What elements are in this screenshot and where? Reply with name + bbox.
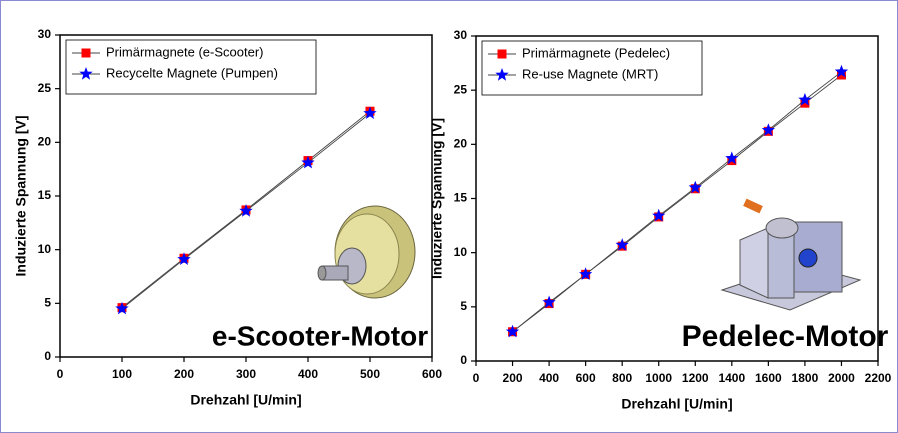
x-tick-label: 100 <box>112 367 132 381</box>
x-tick-label: 300 <box>236 367 256 381</box>
annotation: Pedelec-Motor <box>682 320 889 353</box>
y-tick-label: 30 <box>38 27 52 41</box>
x-tick-label: 0 <box>473 371 480 385</box>
y-tick-label: 5 <box>44 296 51 310</box>
x-tick-label: 400 <box>298 367 318 381</box>
legend-marker <box>498 50 507 59</box>
x-tick-label: 600 <box>576 371 596 385</box>
x-tick-label: 2200 <box>865 371 892 385</box>
y-tick-label: 0 <box>460 353 467 367</box>
annotation: e-Scooter-Motor <box>212 320 428 351</box>
x-tick-label: 1600 <box>755 371 782 385</box>
x-axis-title: Drehzahl [U/min] <box>190 392 301 408</box>
legend-marker <box>82 49 91 58</box>
legend-label: Primärmagnete (Pedelec) <box>522 45 670 60</box>
y-axis-title: Induzierte Spannung [V] <box>13 116 29 277</box>
legend-label: Primärmagnete (e-Scooter) <box>106 44 264 59</box>
legend-label: Re-use Magnete (MRT) <box>522 66 658 81</box>
x-tick-label: 1200 <box>682 371 709 385</box>
x-tick-label: 1400 <box>718 371 745 385</box>
y-tick-label: 0 <box>44 349 51 363</box>
y-tick-label: 5 <box>460 299 467 313</box>
legend-label: Recycelte Magnete (Pumpen) <box>106 65 278 80</box>
y-tick-label: 30 <box>454 28 468 42</box>
y-tick-label: 20 <box>38 135 52 149</box>
y-tick-label: 10 <box>38 242 52 256</box>
x-tick-label: 2000 <box>828 371 855 385</box>
y-tick-label: 15 <box>38 188 52 202</box>
x-tick-label: 400 <box>539 371 559 385</box>
x-tick-label: 800 <box>612 371 632 385</box>
x-tick-label: 0 <box>57 367 64 381</box>
y-tick-label: 20 <box>454 137 468 151</box>
x-tick-label: 600 <box>422 367 442 381</box>
x-tick-label: 1800 <box>792 371 819 385</box>
x-tick-label: 500 <box>360 367 380 381</box>
x-axis-title: Drehzahl [U/min] <box>621 396 732 412</box>
x-tick-label: 200 <box>174 367 194 381</box>
y-tick-label: 10 <box>454 245 468 259</box>
y-tick-label: 25 <box>38 81 52 95</box>
x-tick-label: 200 <box>503 371 523 385</box>
y-axis-title: Induzierte Spannung [V] <box>429 118 445 279</box>
x-tick-label: 1000 <box>645 371 672 385</box>
figure: 0100200300400500600051015202530Drehzahl … <box>0 0 898 433</box>
y-tick-label: 25 <box>454 82 468 96</box>
y-tick-label: 15 <box>454 191 468 205</box>
